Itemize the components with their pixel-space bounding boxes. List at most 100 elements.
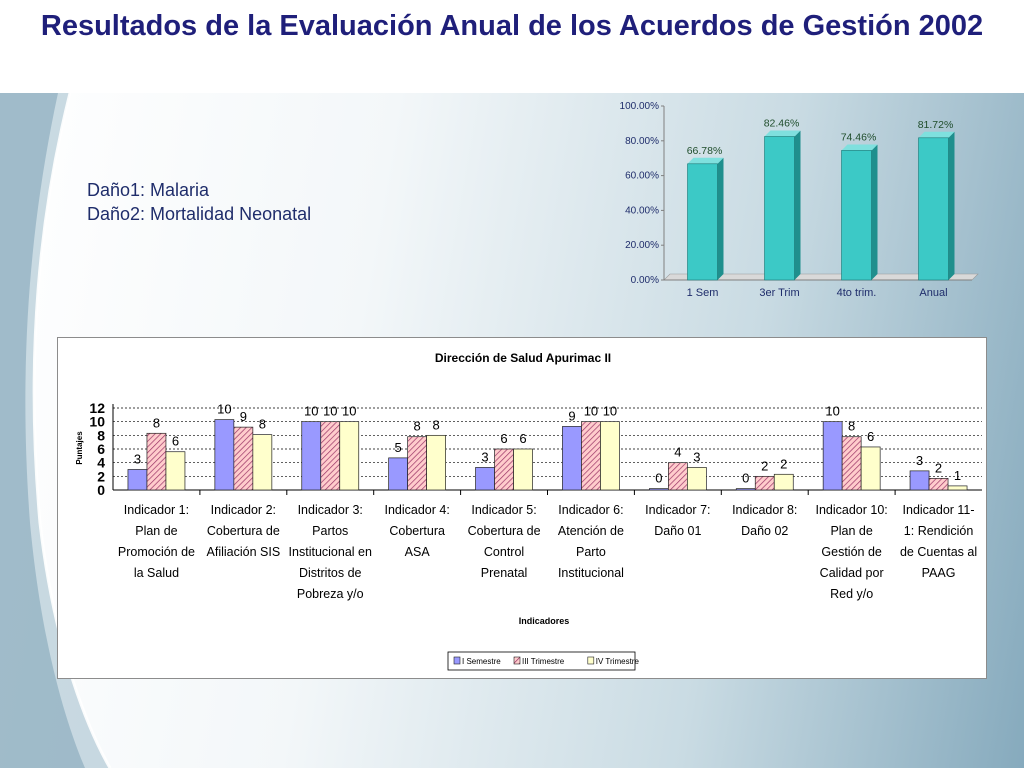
chart2-x-tick-label: Indicador 3: Partos Institucional en Distri… bbox=[289, 503, 372, 601]
chart1-y-tick-label: 100.00% bbox=[620, 101, 660, 112]
chart2-data-label: 6 bbox=[519, 431, 526, 446]
chart2-y-axis-label: Puntajes bbox=[75, 431, 84, 465]
chart2-x-tick-label: Indicador 2: Cobertura de Afiliación SIS bbox=[207, 503, 281, 559]
chart2-x-tick-label-line: Cobertura bbox=[389, 524, 445, 538]
chart1-bar-side bbox=[717, 157, 724, 280]
chart1-bar-top bbox=[918, 131, 955, 138]
chart2-data-label: 5 bbox=[395, 440, 402, 455]
chart2-data-label: 8 bbox=[259, 417, 266, 432]
chart2-x-tick-label-line: Plan de bbox=[135, 524, 177, 538]
chart2-bar-series-1 bbox=[822, 421, 843, 491]
slide-title: Resultados de la Evaluación Anual de los… bbox=[40, 10, 984, 42]
indicators-chart-frame: Dirección de Salud Apurimac II 0 2 4 6 8 10 12 P… bbox=[57, 337, 987, 679]
chart2-x-tick-label-line: la Salud bbox=[134, 566, 179, 580]
chart2-title: Dirección de Salud Apurimac II bbox=[435, 351, 611, 365]
chart1-y-tick-label: 20.00% bbox=[625, 240, 659, 251]
chart2-data-label: 8 bbox=[414, 419, 421, 434]
background-swoosh bbox=[0, 93, 112, 768]
chart2-x-tick-label-line: 1: Rendición bbox=[904, 524, 974, 538]
chart2-bar-series-1 bbox=[735, 488, 756, 491]
chart2-bar-series-3 bbox=[860, 446, 881, 491]
chart2-x-tick-label: Indicador 6: Atención de Parto Instituciona… bbox=[558, 503, 624, 580]
chart2-bar-series-1 bbox=[562, 426, 582, 491]
chart1-bar bbox=[687, 163, 718, 281]
chart2-x-tick-label-line: Gestión de bbox=[821, 545, 882, 559]
chart2-bar-series-2 bbox=[320, 421, 341, 491]
chart2-data-label: 3 bbox=[134, 452, 141, 467]
chart1-x-tick-label: 3er Trim bbox=[759, 287, 799, 299]
chart2-bar-series-1 bbox=[214, 419, 235, 491]
chart1-y-tick-label: 0.00% bbox=[631, 275, 659, 286]
chart2-x-tick-label-line: Prenatal bbox=[481, 566, 528, 580]
chart2-x-tick-label-line: Indicador 2: bbox=[211, 503, 276, 517]
chart1-data-label: 66.78% bbox=[687, 145, 723, 157]
indicators-bar-chart: Dirección de Salud Apurimac II024681012P… bbox=[75, 351, 982, 671]
chart2-legend: I Semestre III Trimestre IV Trimestre bbox=[447, 651, 640, 671]
chart2-x-tick-label-line: Indicador 8: bbox=[732, 503, 797, 517]
chart2-bar-series-3 bbox=[426, 434, 446, 491]
chart1-x-tick-label: Anual bbox=[919, 287, 947, 299]
chart2-bar-series-3 bbox=[252, 434, 273, 491]
chart2-data-label: 10 bbox=[304, 404, 318, 419]
chart2-data-label: 6 bbox=[500, 431, 507, 446]
chart2-data-label: 10 bbox=[323, 404, 337, 419]
chart2-data-label: 6 bbox=[867, 429, 874, 444]
chart1-bar-side bbox=[871, 144, 878, 280]
chart2-x-tick-label: Indicador 1: Plan de Promoción de la Salud bbox=[118, 503, 195, 580]
chart2-x-tick-label-line: ASA bbox=[405, 545, 431, 559]
chart2-bar-series-2 bbox=[407, 436, 427, 491]
chart2-x-tick-label: Indicador 11- 1: Rendición de Cuentas al PA… bbox=[900, 503, 977, 580]
chart2-x-tick-label-line: Red y/o bbox=[830, 587, 873, 601]
chart2-bar-series-2 bbox=[146, 432, 167, 491]
chart2-bar-series-3 bbox=[686, 467, 707, 491]
chart2-bar-series-3 bbox=[773, 473, 794, 491]
chart2-x-tick-label-line: de Cuentas al bbox=[900, 545, 977, 559]
chart2-legend-label: III Trimestre bbox=[522, 657, 565, 666]
chart2-legend-swatch-series-3 bbox=[587, 656, 595, 665]
chart2-data-label: 2 bbox=[761, 458, 768, 473]
chart2-x-tick-label-line: Calidad por bbox=[820, 566, 884, 580]
chart2-data-label: 9 bbox=[240, 409, 247, 424]
chart2-data-label: 8 bbox=[153, 415, 160, 430]
chart2-y-tick-label: 12 bbox=[89, 400, 105, 416]
chart2-y-tick-label: 6 bbox=[97, 441, 105, 457]
chart2-x-tick-label-line: Atención de bbox=[558, 524, 624, 538]
chart2-bar-series-2 bbox=[494, 448, 514, 491]
chart2-y-tick-label: 10 bbox=[89, 414, 105, 430]
chart2-bar-series-2 bbox=[233, 426, 254, 491]
chart2-x-tick-label-line: Cobertura de bbox=[207, 524, 280, 538]
chart2-x-tick-label-line: Indicador 3: bbox=[298, 503, 363, 517]
chart2-data-label: 0 bbox=[655, 471, 662, 486]
chart2-data-label: 1 bbox=[954, 468, 961, 483]
chart2-data-label: 3 bbox=[481, 449, 488, 464]
notes-block: Daño1: Malaria Daño2: Mortalidad Neonata… bbox=[87, 178, 311, 226]
chart2-x-tick-label: Indicador 8: Daño 02 bbox=[732, 503, 797, 538]
note-line-1: Daño1: Malaria bbox=[87, 180, 210, 200]
chart2-y-tick-label: 0 bbox=[97, 482, 105, 498]
chart2-data-label: 2 bbox=[935, 460, 942, 475]
chart2-x-tick-label-line: Institucional en bbox=[289, 545, 372, 559]
chart1-bar-top bbox=[687, 157, 724, 164]
chart2-y-tick-label: 4 bbox=[97, 455, 105, 471]
chart2-data-label: 10 bbox=[825, 404, 839, 419]
percentage-bar-chart: 0.00% 20.00% 40.00% 60.00% 80.00% 100.00% 66.7… bbox=[620, 101, 979, 299]
chart2-x-tick-label-line: Indicador 5: bbox=[471, 503, 536, 517]
chart2-legend-label: IV Trimestre bbox=[596, 657, 640, 666]
chart2-bar-series-3 bbox=[600, 421, 620, 491]
chart2-data-label: 10 bbox=[217, 402, 231, 417]
chart1-bar-side bbox=[948, 131, 955, 280]
chart2-data-label: 4 bbox=[674, 445, 681, 460]
chart2-x-tick-label-line: Afiliación SIS bbox=[207, 545, 281, 559]
chart1-data-label: 74.46% bbox=[841, 131, 877, 143]
chart1-bar-top bbox=[764, 130, 801, 137]
chart2-x-tick-label-line: Indicador 1: bbox=[124, 503, 189, 517]
chart2-y-tick-label: 8 bbox=[97, 427, 105, 443]
chart2-x-tick-label-line: Plan de bbox=[830, 524, 872, 538]
chart2-bar-series-3 bbox=[165, 451, 186, 491]
chart2-x-tick-label-line: Indicador 4: bbox=[384, 503, 449, 517]
chart2-bar-series-3 bbox=[947, 485, 968, 491]
chart2-bar-series-2 bbox=[581, 421, 601, 491]
chart2-bar-series-1 bbox=[127, 469, 148, 491]
chart2-legend-label: I Semestre bbox=[462, 657, 501, 666]
note-line-2: Daño2: Mortalidad Neonatal bbox=[87, 204, 312, 224]
